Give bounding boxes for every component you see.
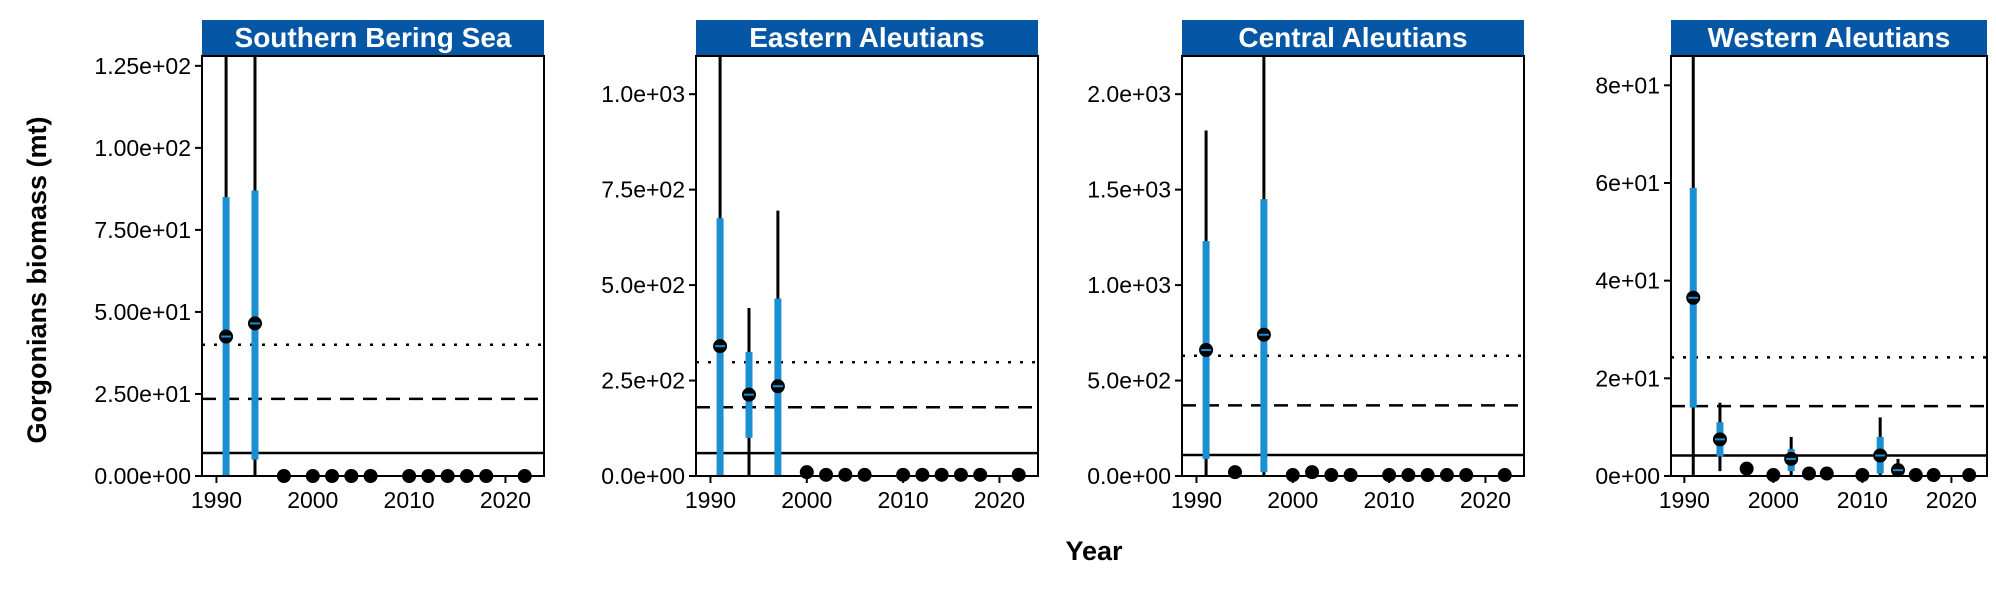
data-point (973, 467, 988, 482)
x-tick-label: 2000 (287, 487, 338, 513)
y-tick-label: 6e+01 (1595, 170, 1660, 196)
x-tick-label: 1990 (1171, 487, 1222, 513)
x-tick-label: 2020 (480, 487, 531, 513)
data-point (1819, 466, 1834, 481)
data-point (838, 467, 853, 482)
panel-border (1670, 55, 1988, 477)
y-tick-label: 7.50e+01 (94, 217, 191, 243)
x-tick-label: 2020 (1460, 487, 1511, 513)
y-axis-title: Gorgonians biomass (mt) (22, 116, 52, 443)
y-tick-label: 2.5e+02 (601, 368, 685, 394)
x-axis-title: Year (1065, 536, 1123, 566)
data-point (819, 467, 834, 482)
x-tick-label: 2010 (1364, 487, 1415, 513)
data-point (896, 467, 911, 482)
facet-panel: Western Aleutians 0e+00 2e+01 4e+01 6e+01 8e+… (1595, 20, 1988, 513)
y-tick-label: 5.0e+02 (601, 272, 685, 298)
panel-border (201, 55, 545, 477)
y-tick-label: 5.00e+01 (94, 299, 191, 325)
y-tick-label: 2.50e+01 (94, 381, 191, 407)
x-tick-label: 2000 (1267, 487, 1318, 513)
x-tick-label: 1990 (1659, 487, 1710, 513)
facet-title: Southern Bering Sea (235, 22, 512, 53)
y-tick-label: 1.25e+02 (94, 53, 191, 79)
data-point (1801, 466, 1816, 481)
x-tick-label: 2010 (384, 487, 435, 513)
panel-border (1181, 55, 1525, 477)
y-tick-label: 0e+00 (1595, 463, 1660, 489)
facet-panels: Southern Bering Sea 0.00e+00 2.50e+01 5.00e… (94, 20, 1988, 513)
y-tick-label: 0.00e+00 (94, 463, 191, 489)
facet-title: Eastern Aleutians (749, 22, 984, 53)
facet-title: Central Aleutians (1238, 22, 1467, 53)
x-tick-label: 1990 (191, 487, 242, 513)
y-tick-label: 1.0e+03 (1087, 272, 1171, 298)
x-tick-label: 2000 (1748, 487, 1799, 513)
y-tick-label: 1.0e+03 (601, 81, 685, 107)
data-point (953, 467, 968, 482)
y-tick-label: 7.5e+02 (601, 177, 685, 203)
data-point (915, 467, 930, 482)
y-tick-label: 2.0e+03 (1087, 81, 1171, 107)
y-tick-label: 5.0e+02 (1087, 368, 1171, 394)
facet-title: Western Aleutians (1708, 22, 1951, 53)
facet-panel: Eastern Aleutians 0.0e+00 2.5e+02 5.0e+02 7.… (601, 20, 1039, 513)
x-tick-label: 2000 (781, 487, 832, 513)
facet-strip (202, 20, 544, 56)
x-tick-label: 1990 (685, 487, 736, 513)
y-tick-label: 2e+01 (1595, 365, 1660, 391)
panel-border (695, 55, 1039, 477)
y-tick-label: 4e+01 (1595, 268, 1660, 294)
y-tick-label: 0.0e+00 (1087, 463, 1171, 489)
data-point (934, 467, 949, 482)
y-tick-label: 1.5e+03 (1087, 177, 1171, 203)
x-tick-label: 2020 (974, 487, 1025, 513)
data-point (857, 467, 872, 482)
facet-strip (1182, 20, 1524, 56)
data-point (1739, 461, 1754, 476)
y-tick-label: 1.00e+02 (94, 135, 191, 161)
y-tick-label: 0.0e+00 (601, 463, 685, 489)
facet-panel: Central Aleutians 0.0e+00 5.0e+02 1.0e+03 1.… (1087, 20, 1525, 513)
data-point (1227, 465, 1242, 480)
data-point (1305, 465, 1320, 480)
data-point (1011, 467, 1026, 482)
x-tick-label: 2020 (1926, 487, 1977, 513)
facet-strip (696, 20, 1038, 56)
x-tick-label: 2010 (1837, 487, 1888, 513)
facet-strip (1671, 20, 1987, 56)
x-tick-label: 2010 (878, 487, 929, 513)
facet-panel: Southern Bering Sea 0.00e+00 2.50e+01 5.00e… (94, 20, 545, 513)
y-tick-label: 8e+01 (1595, 72, 1660, 98)
